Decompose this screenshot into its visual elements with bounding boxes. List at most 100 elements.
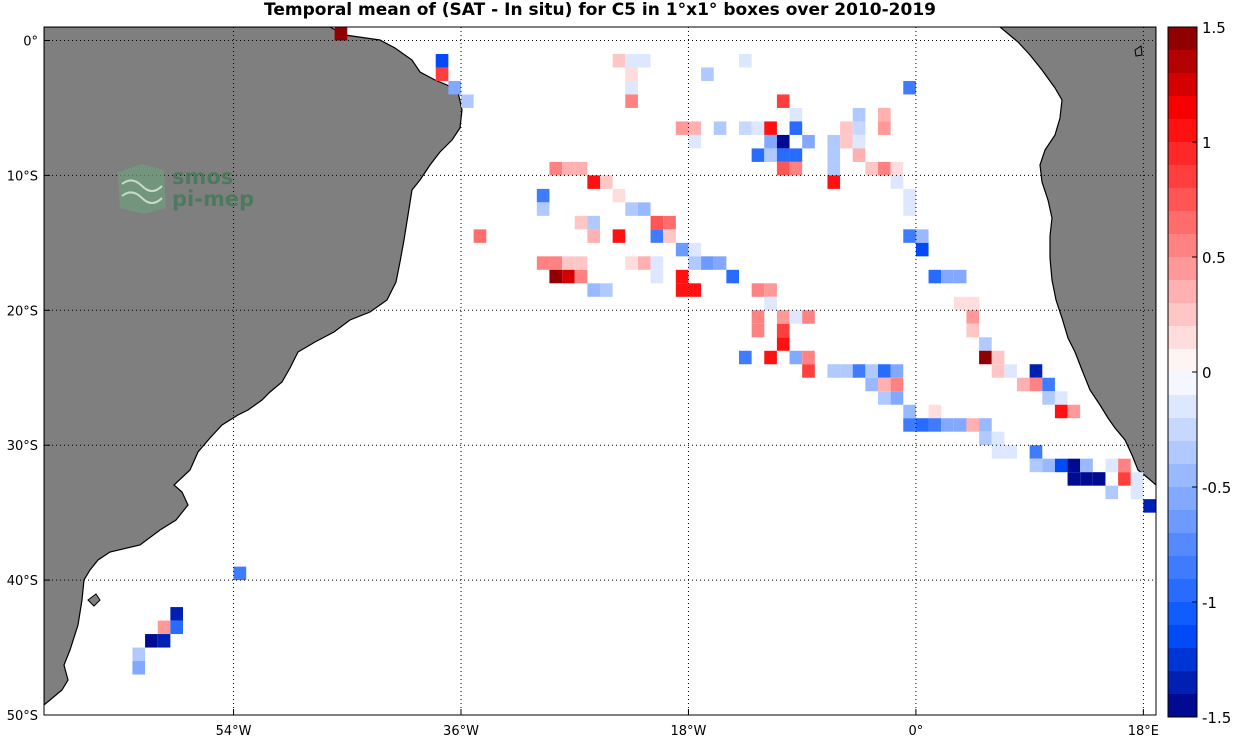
data-cell	[827, 364, 841, 378]
data-cell	[1067, 404, 1081, 419]
x-tick-label: 18°E	[1128, 724, 1159, 738]
data-cell	[776, 161, 790, 176]
colorbar-segment	[1168, 533, 1197, 557]
colorbar-segment	[1168, 349, 1197, 373]
gridlines	[44, 27, 1156, 715]
data-cell	[625, 94, 638, 108]
colorbar-segment	[1168, 257, 1197, 281]
data-cell	[612, 53, 626, 68]
data-cell	[789, 161, 803, 176]
data-cell	[776, 323, 790, 338]
colorbar-ticks: 1.5 1 0.5 0 -0.5 -1 -1.5	[1192, 19, 1231, 727]
data-cell	[865, 377, 878, 392]
data-cell	[1105, 458, 1119, 473]
data-cell	[802, 350, 815, 365]
data-cell	[878, 121, 891, 135]
colorbar-segment	[1168, 464, 1197, 488]
data-cell	[562, 256, 575, 270]
colorbar-segment	[1168, 556, 1197, 580]
data-cell	[941, 418, 954, 432]
data-cell	[637, 256, 651, 270]
colorbar-segment	[1168, 694, 1197, 718]
y-tick-label: 10°S	[7, 169, 38, 184]
x-axis-ticks: 54°W 36°W 18°W 0° 18°E	[216, 709, 1159, 738]
data-cell	[713, 121, 727, 135]
data-cell	[852, 107, 866, 122]
data-cell	[865, 161, 878, 176]
data-cell	[890, 175, 904, 189]
data-cell	[789, 121, 803, 135]
data-cell	[1042, 391, 1055, 405]
colorbar-segment	[1168, 395, 1197, 419]
data-cell	[562, 161, 575, 176]
x-tick-label: 54°W	[216, 724, 252, 738]
data-cell	[701, 256, 714, 270]
data-cell	[878, 364, 891, 378]
data-cell	[574, 161, 588, 176]
data-cell	[915, 418, 929, 432]
data-cell	[1029, 445, 1043, 459]
data-cell	[979, 418, 992, 432]
data-cell	[802, 310, 815, 324]
data-cell	[701, 67, 714, 81]
data-cell	[1029, 364, 1043, 378]
data-cell	[966, 296, 980, 311]
data-cell	[739, 53, 752, 68]
data-cell	[751, 323, 765, 338]
colorbar-segment	[1168, 188, 1197, 212]
data-cell	[625, 53, 638, 68]
data-cell	[776, 337, 790, 351]
y-tick-label: 50°S	[7, 709, 38, 724]
data-cell	[713, 256, 727, 270]
data-cell	[650, 215, 664, 230]
data-cell	[979, 337, 992, 351]
data-cell	[574, 269, 588, 284]
data-cell	[903, 188, 916, 203]
colorbar-segment	[1168, 625, 1197, 649]
data-cell	[915, 242, 929, 257]
x-tick-label: 36°W	[443, 724, 479, 738]
data-cell	[751, 121, 765, 135]
data-cell	[1067, 458, 1081, 473]
data-cell	[536, 202, 550, 216]
data-cell	[587, 283, 600, 297]
data-cell	[1080, 472, 1093, 486]
colorbar-segment	[1168, 234, 1197, 258]
data-cell	[688, 283, 702, 297]
colorbar-frame	[1167, 26, 1198, 718]
data-cell	[979, 431, 992, 446]
data-cell	[675, 242, 689, 257]
data-cell	[1118, 472, 1131, 486]
data-cell	[1054, 391, 1068, 405]
y-tick-label: 30°S	[7, 439, 38, 454]
data-cell	[435, 53, 449, 68]
data-cell	[878, 391, 891, 405]
data-cell	[587, 215, 600, 230]
data-cell	[650, 229, 664, 243]
data-cell	[587, 229, 600, 243]
data-cell	[688, 256, 702, 270]
data-cell	[789, 107, 803, 122]
map-frame	[43, 26, 1157, 716]
data-cell	[650, 269, 664, 284]
data-cell	[953, 418, 967, 432]
data-cell	[953, 269, 967, 284]
data-cell	[675, 269, 689, 284]
data-cell	[903, 202, 916, 216]
data-cell	[953, 296, 967, 311]
colorbar-tick-label: -1.5	[1202, 709, 1231, 727]
data-cell	[878, 377, 891, 392]
africa-land	[999, 27, 1156, 486]
colorbar-segment	[1168, 510, 1197, 534]
data-cell	[840, 121, 853, 135]
colorbar-segment	[1168, 441, 1197, 465]
colorbar-segment	[1168, 280, 1197, 304]
data-cell	[562, 269, 575, 284]
data-cell	[726, 269, 739, 284]
data-cell	[132, 647, 146, 662]
data-cell	[878, 107, 891, 122]
data-cell	[878, 161, 891, 176]
colorbar	[1168, 27, 1197, 718]
data-cell	[1017, 377, 1030, 392]
data-cell	[776, 310, 790, 324]
